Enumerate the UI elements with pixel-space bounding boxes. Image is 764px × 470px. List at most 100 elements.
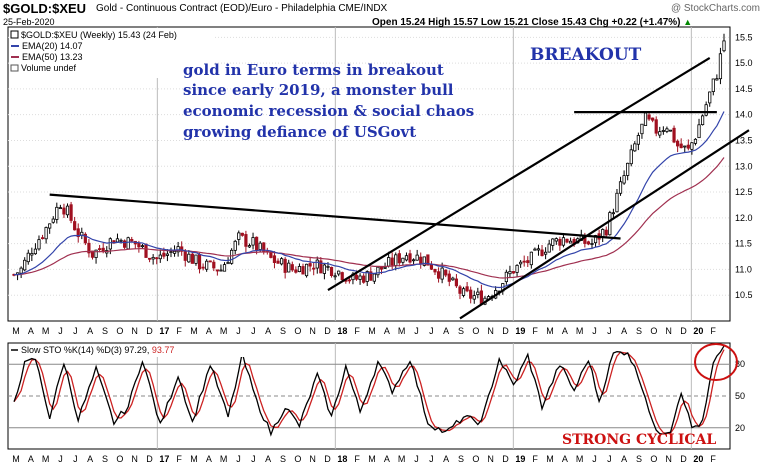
candle-body: [340, 272, 344, 280]
candle-body: [515, 264, 519, 273]
highlight-circle: [694, 343, 738, 381]
candle-body: [337, 270, 341, 275]
stoch-tick-label: 50: [735, 391, 745, 401]
candle: [472, 290, 476, 304]
candle: [301, 263, 305, 275]
candle-body: [194, 254, 198, 264]
candle-body: [715, 78, 719, 81]
candle: [308, 257, 312, 272]
x-tick-label: N: [131, 454, 138, 464]
candle-body: [683, 145, 687, 148]
candle: [561, 232, 566, 248]
candle-body: [479, 290, 483, 305]
candle-body: [444, 269, 448, 276]
candle: [697, 118, 701, 139]
x-tick-label: F: [354, 326, 360, 336]
symbol-description: Gold - Continuous Contract (EOD)/Euro - …: [96, 3, 388, 14]
candle: [672, 125, 676, 144]
candle: [558, 236, 562, 251]
candle: [233, 239, 237, 255]
candle-body: [23, 259, 27, 271]
candle-body: [447, 273, 451, 282]
candle-body: [69, 204, 73, 221]
candle: [362, 273, 366, 284]
candle-body: [533, 248, 537, 251]
candle-body: [676, 140, 680, 147]
candle: [48, 223, 52, 234]
x-tick-label: F: [176, 326, 182, 336]
candle-body: [454, 278, 459, 287]
candle-body: [319, 260, 323, 274]
candle: [123, 239, 127, 250]
x-tick-label: J: [251, 326, 256, 336]
strong-cyclical-annotation: STRONG CYCLICAL: [562, 432, 716, 448]
candles: [12, 33, 726, 306]
x-tick-label: S: [102, 326, 108, 336]
candle: [636, 132, 640, 151]
candle-body: [155, 257, 159, 260]
candle-body: [26, 252, 30, 263]
candle-body: [658, 131, 662, 136]
candle: [276, 258, 280, 264]
candle: [722, 33, 726, 53]
candle-body: [651, 117, 655, 121]
x-tick-label: F: [354, 454, 360, 464]
candle-body: [322, 264, 327, 274]
candle-body: [279, 258, 284, 265]
x-tick-label: D: [324, 326, 331, 336]
candle-body: [354, 274, 359, 280]
candle-body: [394, 254, 398, 266]
candle: [194, 254, 198, 266]
candle-body: [98, 248, 102, 250]
candle: [529, 251, 533, 269]
candle-body: [119, 239, 123, 242]
candle-body: [158, 254, 162, 260]
candle: [155, 256, 159, 265]
volume-legend-icon: [10, 64, 19, 72]
candle-body: [208, 260, 212, 263]
ohlc-readout: Open 15.24 High 15.57 Low 15.21 Close 15…: [372, 17, 692, 28]
candle: [37, 235, 41, 251]
candle: [255, 236, 259, 255]
candle: [147, 257, 152, 263]
candle-body: [172, 250, 177, 254]
candle-body: [126, 237, 130, 250]
candle: [604, 226, 608, 238]
x-tick-label: M: [12, 326, 20, 336]
stoch-d-value: 93.77: [152, 345, 175, 355]
candle-body: [372, 273, 376, 282]
candle-body: [230, 249, 234, 264]
candle: [611, 208, 615, 218]
candle: [180, 241, 184, 256]
x-tick-label: A: [28, 454, 34, 464]
candle: [333, 272, 337, 280]
x-tick-label: M: [368, 454, 376, 464]
price-tick-label: 12.0: [735, 213, 753, 223]
candle: [319, 257, 323, 274]
x-tick-label: N: [309, 454, 316, 464]
candle: [201, 263, 205, 271]
candle-body: [329, 266, 334, 276]
candle-body: [429, 264, 434, 270]
candle-body: [237, 232, 241, 240]
candle-body: [362, 275, 366, 283]
candle-body: [147, 257, 152, 260]
x-tick-label: M: [220, 326, 228, 336]
x-tick-label: M: [546, 326, 554, 336]
x-tick-label: J: [73, 326, 78, 336]
candle: [247, 243, 252, 248]
candle-body: [476, 291, 480, 295]
candle-body: [376, 266, 380, 276]
candle: [312, 262, 316, 276]
x-tick-label: O: [472, 454, 479, 464]
candle-body: [383, 266, 387, 269]
candle-body: [440, 267, 444, 280]
candle: [215, 269, 219, 276]
x-tick-label: F: [176, 454, 182, 464]
legend-price: $GOLD:$XEU (Weekly) 15.43 (24 Feb): [21, 30, 177, 40]
candle: [422, 256, 426, 267]
candle-body: [294, 269, 298, 273]
candle-body: [162, 252, 166, 257]
candle: [458, 284, 462, 300]
candle-body: [668, 129, 673, 132]
